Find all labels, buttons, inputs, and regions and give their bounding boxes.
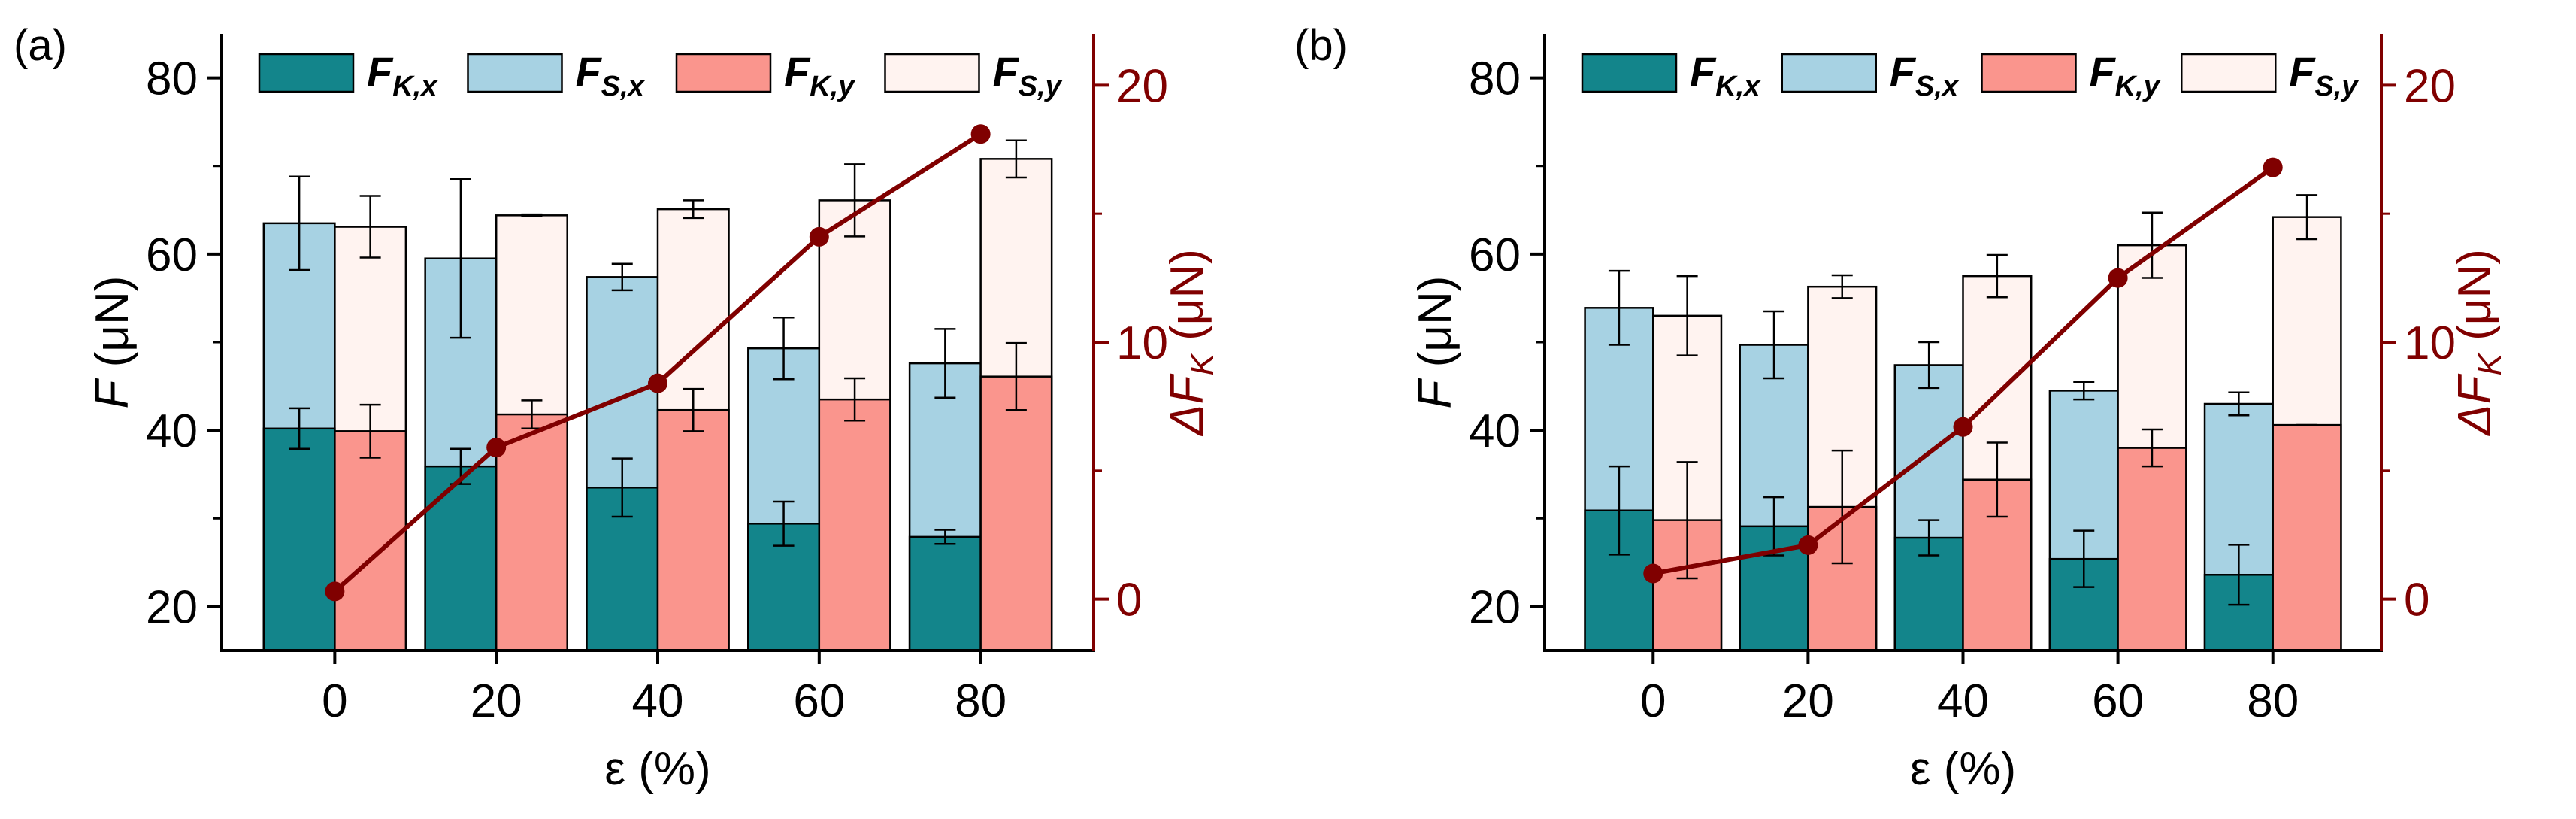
chart-panel-1: (b) 20 40 60 80 0 10 20 0 20 40 60 80 ε (%) F (μN) ΔFK … [1294, 21, 2508, 795]
delta-fk-point [2263, 157, 2283, 177]
x-tick-label: 80 [2247, 675, 2299, 727]
delta-fk-point [1643, 563, 1663, 584]
bar-fky [334, 430, 407, 652]
bar-fky [2117, 447, 2187, 652]
legend-swatch-fsx [1781, 53, 1877, 93]
y-right-tick-label: 0 [1116, 575, 1142, 626]
legend: FK,x FS,x FK,y FS,y [258, 48, 1063, 102]
legend-swatch-fsx [467, 53, 563, 93]
x-tick-label: 40 [632, 675, 684, 727]
bar-fky [979, 375, 1053, 652]
delta-fk-point [325, 581, 345, 602]
bar-fkx [1893, 536, 1964, 652]
panel-label: (b) [1294, 21, 1348, 70]
x-tick-label: 0 [1640, 675, 1666, 727]
legend-label-fky: FK,y [2090, 48, 2161, 102]
y-right-tick-label: 20 [2404, 60, 2456, 112]
legend-swatch-fkx [258, 53, 355, 93]
legend-swatch-fsy [884, 53, 980, 93]
delta-fk-point [970, 124, 991, 144]
y-axis-label: F (μN) [1409, 276, 1461, 409]
x-tick-label: 80 [955, 675, 1006, 727]
legend-swatch-fsy [2181, 53, 2277, 93]
y-tick-label: 60 [1469, 229, 1521, 281]
legend-label-fkx: FK,x [367, 48, 438, 102]
legend-label-fsx: FS,x [576, 48, 646, 102]
legend-label-fsy: FS,y [993, 48, 1063, 102]
legend-swatch-fky [675, 53, 772, 93]
y-tick-label: 20 [146, 581, 198, 633]
legend-swatch-fky [1981, 53, 2077, 93]
x-axis-label: ε (%) [604, 743, 710, 795]
legend: FK,x FS,x FK,y FS,y [1581, 48, 2359, 102]
x-tick-label: 60 [793, 675, 845, 727]
y-right-tick-label: 10 [2404, 317, 2456, 369]
chart-panel-0: (a) 20 40 60 80 0 10 20 0 20 40 60 80 ε (%) F (μN) ΔFK … [14, 21, 1221, 795]
y-right-tick-label: 0 [2404, 575, 2429, 626]
delta-fk-point [1953, 417, 1973, 437]
y-tick-label: 20 [1469, 581, 1521, 633]
legend-label-fky: FK,y [784, 48, 855, 102]
bar-fkx [262, 427, 336, 652]
legend-swatch-fkx [1581, 53, 1678, 93]
y-right-tick-label: 10 [1116, 317, 1168, 369]
delta-fk-point [648, 373, 667, 393]
y-tick-label: 60 [146, 229, 198, 281]
x-axis-label: ε (%) [1910, 743, 2016, 795]
bar-fkx [908, 535, 982, 652]
legend-label-fsx: FS,x [1890, 48, 1960, 102]
bar-fkx [424, 465, 498, 652]
bar-fky [2272, 423, 2342, 652]
y-axis-label: F (μN) [86, 276, 138, 409]
x-tick-label: 60 [2092, 675, 2144, 727]
y-tick-label: 80 [146, 53, 198, 105]
x-tick-label: 0 [322, 675, 347, 727]
x-tick-label: 20 [1782, 675, 1834, 727]
x-tick-label: 40 [1937, 675, 1989, 727]
y-tick-label: 40 [146, 405, 198, 457]
bar-fky [818, 398, 891, 652]
x-tick-label: 20 [471, 675, 522, 727]
y-right-axis-label: ΔFK (μN) [2449, 249, 2508, 437]
y-right-axis-label: ΔFK (μN) [1161, 249, 1221, 437]
legend-label-fkx: FK,x [1690, 48, 1761, 102]
delta-fk-point [1798, 535, 1818, 555]
bar-fky [495, 413, 568, 652]
panel-label: (a) [14, 21, 67, 70]
delta-fk-point [809, 226, 829, 247]
legend-label-fsy: FS,y [2289, 48, 2359, 102]
y-tick-label: 40 [1469, 405, 1521, 457]
delta-fk-point [486, 438, 507, 458]
delta-fk-point [2108, 268, 2128, 288]
y-tick-label: 80 [1469, 53, 1521, 105]
y-right-tick-label: 20 [1116, 60, 1168, 112]
bar-fky [656, 408, 730, 652]
